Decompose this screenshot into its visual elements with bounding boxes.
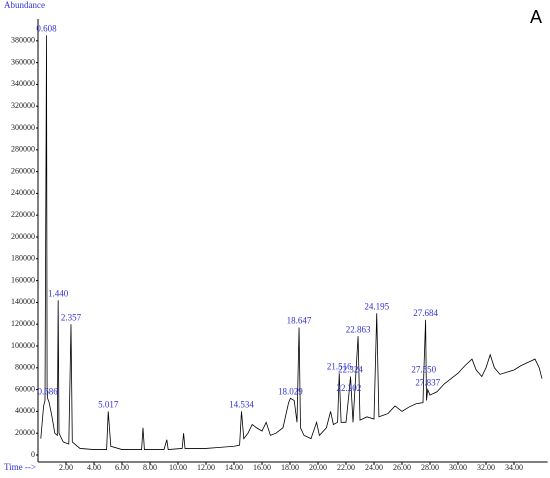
x-tick-label: 6.00 (115, 463, 129, 472)
y-tick-label: 180000 (11, 254, 35, 263)
y-tick-label: 200000 (11, 232, 35, 241)
x-tick-label: 22.00 (337, 463, 355, 472)
x-tick-label: 16.00 (253, 463, 271, 472)
y-tick-label: 280000 (11, 145, 35, 154)
peak-label: 22.863 (346, 324, 371, 334)
peak-label: 0.686 (37, 386, 58, 396)
x-tick-label: 4.00 (87, 463, 101, 472)
x-tick-label: 32.00 (477, 463, 495, 472)
y-tick-label: 260000 (11, 166, 35, 175)
peak-label: 22.202 (336, 383, 361, 393)
peak-label: 21.516 (327, 361, 352, 371)
x-tick-label: 20.00 (309, 463, 327, 472)
y-tick-label: 380000 (11, 36, 35, 45)
x-tick-label: 28.00 (421, 463, 439, 472)
y-axis-label: Abundance (4, 0, 45, 10)
y-tick-label: 300000 (11, 123, 35, 132)
peak-label: 2.357 (61, 312, 82, 322)
y-tick-label: 40000 (15, 406, 35, 415)
x-tick-label: 26.00 (393, 463, 411, 472)
x-tick-label: 24.00 (365, 463, 383, 472)
peak-label: 24.195 (364, 301, 389, 311)
y-tick-label: 340000 (11, 79, 35, 88)
chromatogram-line (40, 35, 543, 450)
peak-label: 0.608 (36, 23, 57, 33)
x-tick-label: 18.00 (281, 463, 299, 472)
y-tick-label: 160000 (11, 275, 35, 284)
y-tick-label: 140000 (11, 297, 35, 306)
y-tick-label: 320000 (11, 101, 35, 110)
y-tick-label: 0 (31, 450, 35, 459)
y-tick-label: 80000 (15, 363, 35, 372)
peak-label: 27.684 (413, 308, 438, 318)
x-tick-label: 30.00 (449, 463, 467, 472)
x-tick-label: 12.00 (197, 463, 215, 472)
peak-label: 1.440 (48, 288, 69, 298)
x-tick-label: 2.00 (59, 463, 73, 472)
panel-label: A (530, 7, 542, 27)
y-tick-label: 100000 (11, 341, 35, 350)
y-tick-label: 240000 (11, 188, 35, 197)
y-tick-label: 360000 (11, 57, 35, 66)
x-tick-label: 10.00 (169, 463, 187, 472)
peak-label: 27.550 (411, 365, 436, 375)
peak-label: 14.534 (229, 399, 254, 409)
y-tick-label: 20000 (15, 428, 35, 437)
y-tick-label: 120000 (11, 319, 35, 328)
x-axis-label: Time --> (4, 462, 36, 472)
x-tick-label: 14.00 (225, 463, 243, 472)
peak-label: 18.647 (287, 316, 312, 326)
x-tick-label: 34.00 (505, 463, 523, 472)
peak-label: 18.029 (278, 386, 303, 396)
y-tick-label: 60000 (15, 384, 35, 393)
peak-label: 5.017 (98, 399, 119, 409)
peak-label: 27.837 (415, 378, 440, 388)
y-tick-label: 220000 (11, 210, 35, 219)
peak-label: 22.324 (338, 365, 363, 375)
x-tick-label: 8.00 (143, 463, 157, 472)
